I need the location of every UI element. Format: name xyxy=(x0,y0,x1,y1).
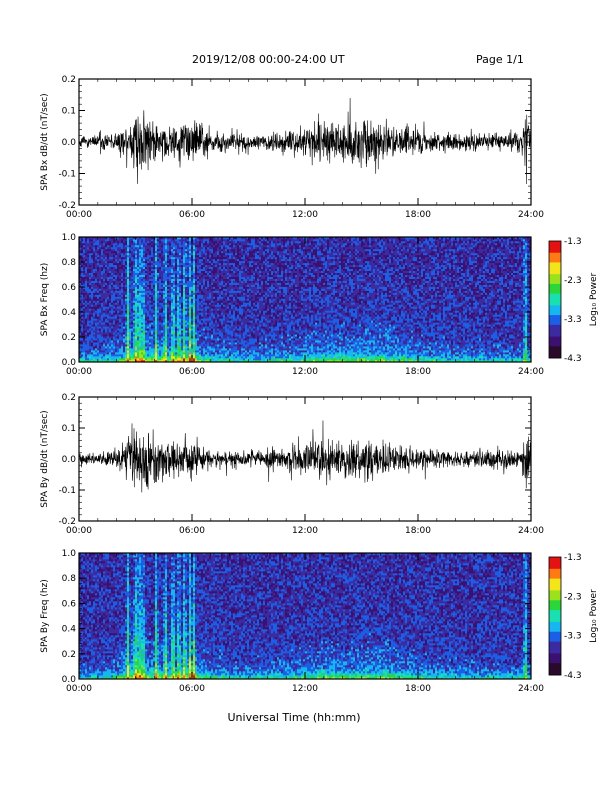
panel-4: -1.3 -2.3 -3.3 -4.3 Log₁₀ Power 0.0 0.2 0.4 0.6 0… xyxy=(40,549,599,694)
colorbar-tick-label: -2.3 xyxy=(564,592,582,602)
x-tick-label: 06:00 xyxy=(179,684,205,694)
y-tick-label: 1.0 xyxy=(62,549,77,559)
x-tick-label: 06:00 xyxy=(179,210,205,220)
y-axis-label: SPA By dB/dt (nT/sec) xyxy=(40,410,50,507)
y-tick-label: 0.1 xyxy=(62,107,76,117)
colorbar-tick-label: -4.3 xyxy=(564,354,582,364)
y-tick-label: -0.1 xyxy=(58,170,76,180)
y-axis-label: SPA Bx dB/dt (nT/sec) xyxy=(40,93,50,190)
x-tick-label: 06:00 xyxy=(179,367,205,377)
y-tick-label: 0.6 xyxy=(62,283,77,293)
y-tick-label: 0.8 xyxy=(62,258,77,268)
x-tick-label: 18:00 xyxy=(405,210,431,220)
y-tick-label: 0.1 xyxy=(62,424,76,434)
colorbar: -1.3 -2.3 -3.3 -4.3 Log₁₀ Power xyxy=(548,553,599,681)
x-tick-label: 24:00 xyxy=(518,210,544,220)
x-tick-label: 18:00 xyxy=(405,684,431,694)
colorbar-label: Log₁₀ Power xyxy=(589,589,599,643)
y-tick-label: 0.4 xyxy=(62,625,77,635)
colorbar-tick-label: -1.3 xyxy=(564,237,582,247)
colorbar-tick-label: -2.3 xyxy=(564,276,582,286)
x-tick-label: 00:00 xyxy=(66,367,92,377)
y-tick-label: -0.1 xyxy=(58,486,76,496)
colorbar: -1.3 -2.3 -3.3 -4.3 Log₁₀ Power xyxy=(548,237,599,364)
y-axis-label: SPA Bx Freq (hz) xyxy=(40,263,50,337)
y-tick-label: 0.0 xyxy=(62,358,77,368)
colorbar-tick-label: -3.3 xyxy=(564,632,582,642)
y-tick-label: 0.2 xyxy=(62,75,76,85)
y-axis-label: SPA By Freq (hz) xyxy=(40,579,50,653)
panel-3: -0.2 -0.1 0.0 0.1 0.2 00:00 06:00 12:00 18:00 24:… xyxy=(40,393,544,536)
y-tick-label: 1.0 xyxy=(62,233,77,243)
x-tick-label: 24:00 xyxy=(518,367,544,377)
x-axis-label: Universal Time (hh:mm) xyxy=(228,711,361,724)
x-tick-label: 00:00 xyxy=(66,526,92,536)
y-tick-label: 0.0 xyxy=(62,675,77,685)
colorbar-tick-label: -4.3 xyxy=(564,671,582,681)
y-tick-label: 0.8 xyxy=(62,574,77,584)
y-tick-label: 0.2 xyxy=(62,333,76,343)
x-tick-label: 24:00 xyxy=(518,684,544,694)
x-tick-label: 24:00 xyxy=(518,526,544,536)
x-tick-label: 12:00 xyxy=(292,210,318,220)
colorbar-tick-label: -1.3 xyxy=(564,553,582,563)
y-tick-label: -0.2 xyxy=(58,201,76,211)
x-tick-label: 06:00 xyxy=(179,526,205,536)
x-tick-label: 12:00 xyxy=(292,526,318,536)
x-tick-label: 12:00 xyxy=(292,684,318,694)
x-tick-label: 18:00 xyxy=(405,367,431,377)
y-tick-label: 0.2 xyxy=(62,393,76,403)
data-trace xyxy=(79,97,531,185)
y-tick-label: 0.0 xyxy=(62,138,77,148)
y-tick-label: 0.6 xyxy=(62,599,77,609)
date-range-title: 2019/12/08 00:00-24:00 UT xyxy=(192,53,345,66)
colorbar-tick-label: -3.3 xyxy=(564,315,582,325)
data-trace xyxy=(79,420,531,493)
x-tick-label: 00:00 xyxy=(66,210,92,220)
x-tick-label: 12:00 xyxy=(292,367,318,377)
panel-2: -1.3 -2.3 -3.3 -4.3 Log₁₀ Power 0.0 0.2 0.4 0.6 0… xyxy=(40,233,599,377)
x-tick-label: 00:00 xyxy=(66,684,92,694)
x-tick-label: 18:00 xyxy=(405,526,431,536)
y-tick-label: -0.2 xyxy=(58,517,76,527)
spectrogram-cells xyxy=(79,553,532,680)
colorbar-label: Log₁₀ Power xyxy=(589,273,599,327)
y-tick-label: 0.0 xyxy=(62,455,77,465)
page-indicator: Page 1/1 xyxy=(476,53,524,66)
panel-1: -0.2 -0.1 0.0 0.1 0.2 00:00 06:00 12:00 18:00 24:… xyxy=(40,75,544,220)
y-tick-label: 0.2 xyxy=(62,650,76,660)
spectrogram-cells xyxy=(79,237,532,363)
y-tick-label: 0.4 xyxy=(62,308,77,318)
